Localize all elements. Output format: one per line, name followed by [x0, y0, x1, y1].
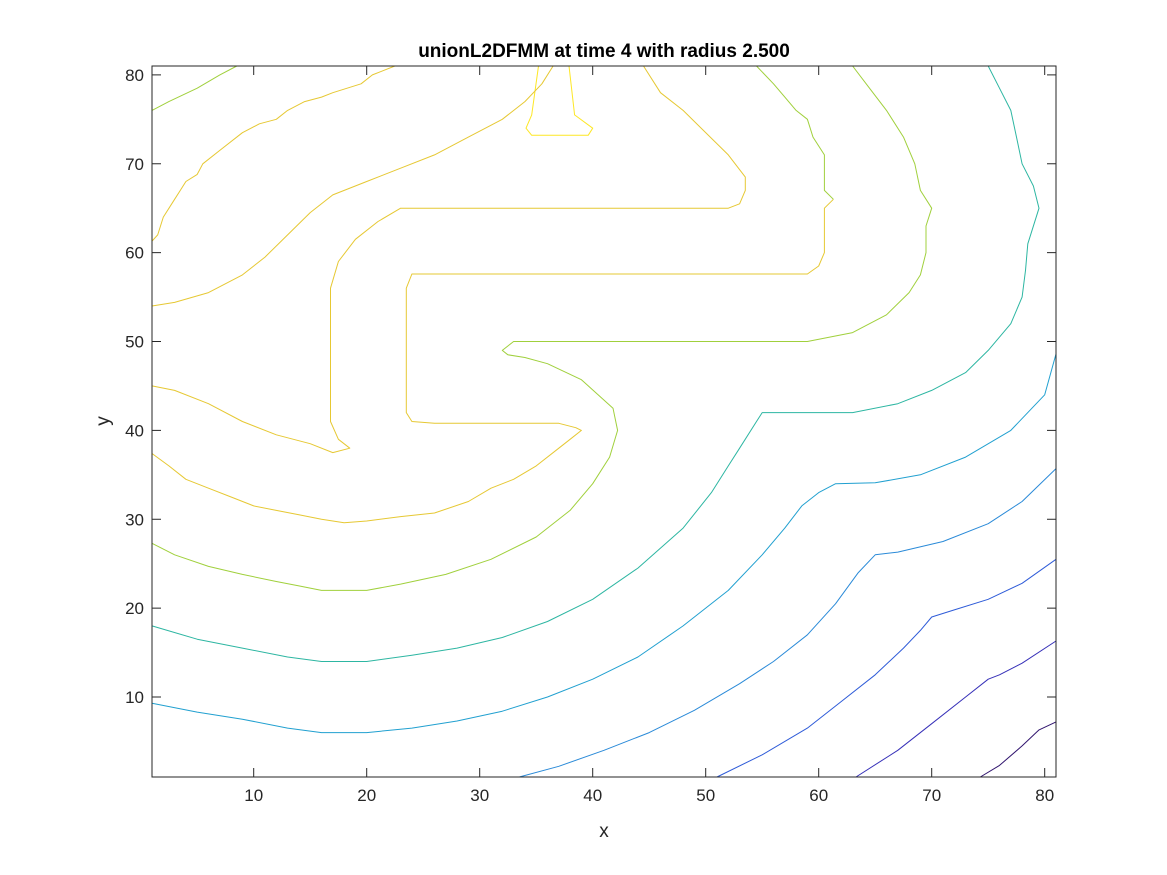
plot-area: 10 20 30 40 50 60 70 80 10 20 30 40 50 60 70 80 [125, 65, 1057, 805]
contour-line-1-2 [151, 198, 834, 524]
x-tick-label-30: 30 [470, 786, 489, 805]
y-tick-label-50: 50 [125, 333, 144, 352]
contour-line-6-0 [716, 558, 1057, 778]
chart-title: unionL2DFMM at time 4 with radius 2.500 [418, 41, 790, 62]
y-tick-label-80: 80 [125, 66, 144, 85]
y-axis-label: y [93, 416, 114, 426]
y-tick-label-40: 40 [125, 421, 144, 440]
contour-line-4-0 [151, 353, 1057, 734]
contour-line-2-0 [151, 65, 238, 111]
x-tick-label-10: 10 [244, 786, 263, 805]
x-tick-label-70: 70 [922, 786, 941, 805]
y-tick-label-20: 20 [125, 599, 144, 618]
contour-line-2-1 [151, 65, 933, 591]
contour-layer [151, 65, 1057, 778]
x-tick-label-20: 20 [357, 786, 376, 805]
x-tick-label-80: 80 [1035, 786, 1054, 805]
x-tick-label-50: 50 [696, 786, 715, 805]
tick-layer: 10 20 30 40 50 60 70 80 10 20 30 40 50 60 70 80 [125, 66, 1056, 805]
contour-line-5-0 [519, 468, 1057, 778]
y-tick-label-70: 70 [125, 155, 144, 174]
contour-line-7-0 [855, 640, 1057, 778]
y-tick-label-60: 60 [125, 244, 144, 263]
contour-line-1-0 [151, 65, 396, 242]
x-axis-label: x [599, 821, 609, 842]
x-tick-label-60: 60 [809, 786, 828, 805]
contour-line-3-0 [151, 65, 1040, 662]
y-tick-label-30: 30 [125, 510, 144, 529]
contour-line-8-0 [980, 721, 1057, 778]
contour-line-0-0 [525, 65, 594, 136]
plot-background [152, 66, 1056, 777]
y-tick-label-10: 10 [125, 688, 144, 707]
contour-line-1-1 [151, 65, 554, 307]
contour-line-2-2 [756, 65, 834, 200]
axes-box [151, 65, 1057, 778]
x-tick-label-40: 40 [583, 786, 602, 805]
contour-line-1-3 [151, 65, 746, 454]
